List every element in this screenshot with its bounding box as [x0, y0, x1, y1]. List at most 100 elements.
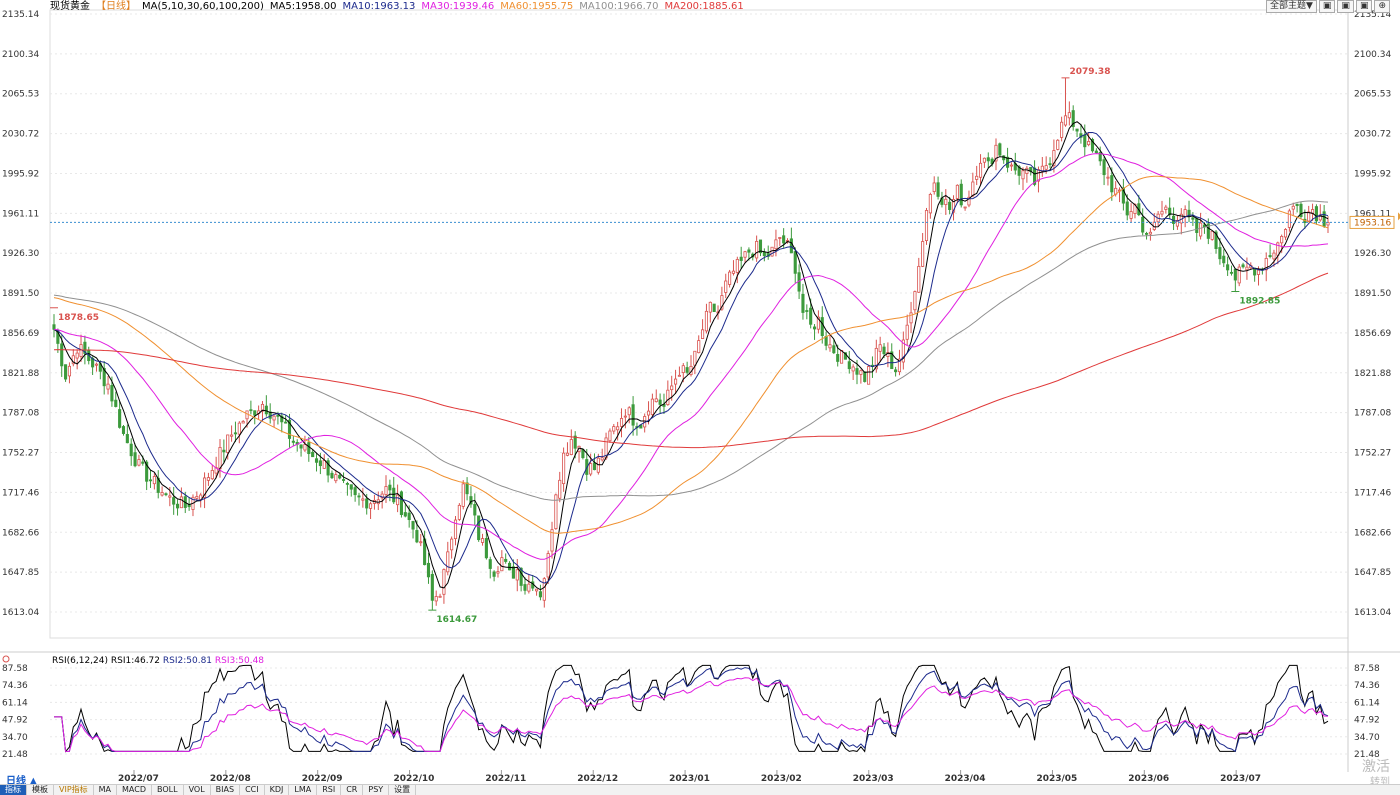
indicator-tab-14[interactable]: 设置: [389, 785, 417, 795]
candle-body: [1075, 128, 1079, 132]
candle-body: [739, 256, 743, 261]
indicator-tab-4[interactable]: MACD: [117, 785, 153, 795]
candle-body: [674, 378, 678, 385]
price-label-left: 1682.66: [2, 528, 39, 538]
candle-body: [836, 354, 840, 362]
candle-body: [1056, 139, 1060, 150]
candle-body: [1052, 150, 1056, 166]
candle-body: [199, 494, 203, 500]
candle-body: [685, 367, 689, 373]
candle-body: [245, 410, 249, 420]
candle-body: [523, 584, 527, 591]
indicator-tab-10[interactable]: LMA: [289, 785, 318, 795]
price-label-left: 1647.85: [2, 568, 39, 578]
candle-body: [894, 369, 898, 373]
candle-body: [890, 351, 894, 370]
ma-line-ma200: [53, 272, 1329, 449]
window-icon-1[interactable]: ▣: [1318, 0, 1336, 13]
candle-body: [303, 444, 307, 451]
candle-body: [948, 201, 952, 210]
candle-body: [809, 307, 813, 325]
indicator-tab-9[interactable]: KDJ: [265, 785, 290, 795]
indicator-tab-2[interactable]: VIP指标: [54, 785, 94, 795]
indicator-tab-1[interactable]: 模板: [27, 785, 54, 795]
candle-body: [195, 496, 199, 499]
candle-body: [330, 472, 334, 479]
rsi-label-right: 47.92: [1354, 716, 1380, 726]
candle-body: [160, 492, 164, 496]
rsi-value-1: RSI2:50.81: [163, 656, 215, 666]
candle-body: [60, 343, 64, 367]
candle-body: [963, 206, 967, 209]
candle-body: [801, 293, 805, 313]
ma-value-1: MA10:1963.13: [342, 1, 416, 12]
indicator-tab-0[interactable]: 指标: [0, 785, 27, 795]
candle-body: [994, 144, 998, 162]
candle-body: [712, 303, 716, 312]
indicator-tab-3[interactable]: MA: [94, 785, 118, 795]
candle-body: [1229, 271, 1234, 274]
indicator-tab-12[interactable]: CR: [341, 785, 364, 795]
candle-body: [592, 462, 597, 471]
candle-body: [565, 452, 570, 456]
candle-body: [67, 365, 71, 377]
candle-body: [1044, 165, 1048, 170]
current-price-tag: [1349, 215, 1395, 229]
candle-body: [1148, 231, 1152, 235]
candle-body: [203, 477, 207, 498]
candle-body: [627, 407, 631, 416]
month-label-2022-07: 2022/07: [118, 774, 159, 784]
candle-body: [789, 238, 793, 254]
candle-body: [1264, 257, 1268, 271]
candle-body: [519, 567, 523, 586]
indicator-tab-8[interactable]: CCI: [240, 785, 265, 795]
price-label-right: 1891.50: [1354, 289, 1391, 299]
candle-body: [978, 162, 983, 178]
day-period-tab[interactable]: 日线 ▲: [6, 776, 38, 787]
rsi-label-right: 74.36: [1354, 681, 1380, 691]
candle-body: [550, 529, 554, 552]
gear-icon: [2, 655, 10, 663]
month-label-2022-10: 2022/10: [394, 774, 435, 784]
candle-body: [855, 368, 859, 375]
window-icon-2[interactable]: ▣: [1337, 0, 1354, 13]
candle-body: [708, 301, 712, 313]
candle-body: [388, 484, 392, 491]
window-icon-3[interactable]: ▣: [1355, 0, 1373, 13]
price-label-right: 1682.66: [1354, 528, 1391, 538]
candle-body: [913, 291, 917, 311]
candle-body: [1036, 169, 1041, 182]
candle-body: [982, 157, 986, 163]
price-label-left: 1995.92: [2, 169, 39, 179]
indicator-tab-6[interactable]: VOL: [184, 785, 211, 795]
price-label-right: 2100.34: [1354, 50, 1391, 60]
candle-body: [851, 366, 855, 372]
candle-body: [507, 562, 512, 571]
rsi-label-left: 74.36: [2, 681, 28, 691]
candle-body: [1214, 231, 1218, 249]
indicator-tab-11[interactable]: RSI: [317, 785, 342, 795]
price-label-left: 1787.08: [2, 409, 39, 419]
rsi-line-3: [54, 677, 1329, 752]
indicator-tab-5[interactable]: BOLL: [152, 785, 184, 795]
candle-body: [222, 449, 226, 453]
indicator-tab-13[interactable]: PSY: [363, 785, 390, 795]
candle-body: [125, 434, 129, 444]
candle-body: [1241, 264, 1245, 268]
theme-dropdown-button[interactable]: 全部主题▼: [1265, 0, 1317, 13]
rsi-header: RSI(6,12,24) RSI1:46.72 RSI2:50.81 RSI3:…: [52, 656, 264, 666]
period-label[interactable]: 【日线】: [96, 1, 136, 12]
rsi-line-2: [54, 667, 1329, 753]
candle-body: [168, 495, 172, 498]
candle-body: [465, 482, 469, 495]
candle-body: [341, 479, 346, 481]
candle-body: [558, 479, 562, 499]
candle-body: [569, 439, 573, 455]
indicator-tab-7[interactable]: BIAS: [211, 785, 241, 795]
price-label-right: 2135.14: [1354, 10, 1391, 20]
zoom-icon[interactable]: ⊕: [1374, 0, 1390, 13]
watermark-line-1: 激活: [1362, 759, 1390, 775]
candle-body: [905, 324, 909, 340]
month-label-2022-12: 2022/12: [577, 774, 618, 784]
candle-body: [589, 463, 593, 475]
